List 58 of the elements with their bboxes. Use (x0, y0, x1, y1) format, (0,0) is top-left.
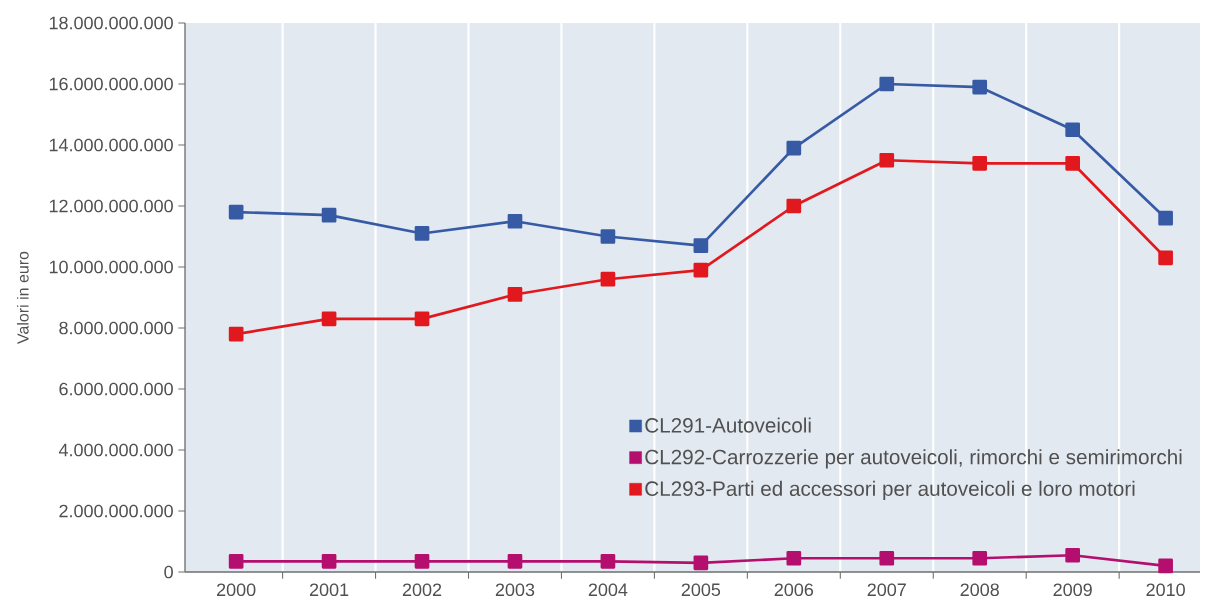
point (693, 238, 709, 253)
point (321, 311, 337, 327)
y-tick-label: 12.000.000.000 (49, 199, 173, 213)
point (507, 553, 523, 569)
point (972, 550, 988, 566)
y-tick-label: 10.000.000.000 (49, 260, 173, 274)
point (693, 262, 709, 278)
point (879, 152, 895, 168)
x-tick-label: 2010 (1146, 583, 1185, 597)
x-tick-label: 2009 (1053, 583, 1092, 597)
point (1065, 547, 1081, 563)
point (786, 140, 802, 156)
y-tick-label: 8.000.000.000 (59, 321, 173, 335)
x-tick-label: 2003 (495, 583, 535, 597)
point (786, 198, 802, 214)
point (228, 204, 244, 220)
point (786, 550, 802, 566)
y-tick-label: 0 (164, 565, 173, 579)
x-tick-label: 2000 (217, 583, 256, 597)
x-tick-label: 2007 (867, 583, 906, 597)
point (1158, 558, 1173, 574)
x-tick-label: 2001 (309, 583, 349, 597)
point (1065, 122, 1081, 138)
point (228, 326, 244, 342)
legend-label: CL292-Carrozzerie per autoveicoli, rimorchi e semirimorchi (645, 449, 1182, 469)
point (972, 79, 988, 95)
point (600, 553, 616, 569)
point (414, 311, 430, 327)
point (1065, 155, 1081, 171)
legend-label: CL293-Parti ed accessori per autoveicoli e loro motori (645, 480, 1135, 501)
point (1158, 250, 1173, 266)
point (879, 550, 895, 566)
y-tick-label: 14.000.000.000 (49, 138, 173, 152)
y-tick-label: 16.000.000.000 (49, 77, 173, 91)
y-tick-label: 4.000.000.000 (58, 443, 173, 457)
point (321, 553, 337, 569)
y-tick-label: 18.000.000.000 (49, 16, 173, 30)
point (414, 226, 430, 241)
point (600, 229, 616, 244)
x-tick-label: 2002 (402, 583, 442, 597)
x-tick-label: 2005 (681, 583, 721, 597)
x-tick-label: 2006 (774, 583, 814, 597)
point (693, 555, 709, 571)
point (879, 76, 895, 92)
x-tick-label: 2008 (960, 583, 999, 597)
point (507, 287, 523, 302)
point (507, 213, 523, 229)
y-axis-title: Valori in euro (16, 251, 29, 344)
point (414, 553, 430, 569)
point (228, 553, 244, 569)
point (1158, 210, 1173, 226)
point (600, 271, 616, 287)
y-tick-label: 6.000.000.000 (59, 382, 173, 396)
x-tick-label: 2004 (588, 583, 628, 597)
point (321, 207, 337, 223)
legend-label: CL291-Autoveicoli (645, 417, 811, 433)
y-tick-label: 2.000.000.000 (59, 504, 173, 518)
point (972, 155, 988, 171)
